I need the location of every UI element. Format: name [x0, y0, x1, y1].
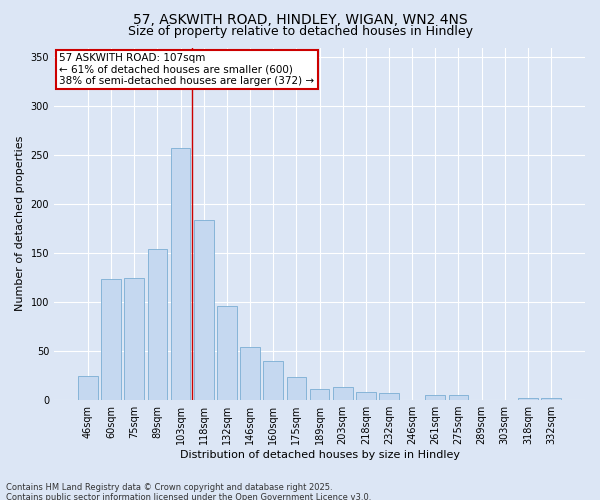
Bar: [171, 148, 190, 400]
Bar: [449, 395, 468, 400]
Bar: [78, 376, 98, 400]
Bar: [518, 398, 538, 400]
Bar: [310, 390, 329, 400]
Bar: [356, 392, 376, 400]
Bar: [148, 250, 167, 400]
Bar: [194, 220, 214, 400]
Text: Contains HM Land Registry data © Crown copyright and database right 2025.
Contai: Contains HM Land Registry data © Crown c…: [6, 482, 371, 500]
Bar: [541, 398, 561, 400]
Y-axis label: Number of detached properties: Number of detached properties: [15, 136, 25, 312]
Text: 57, ASKWITH ROAD, HINDLEY, WIGAN, WN2 4NS: 57, ASKWITH ROAD, HINDLEY, WIGAN, WN2 4N…: [133, 12, 467, 26]
Bar: [287, 376, 306, 400]
Bar: [425, 395, 445, 400]
Bar: [124, 278, 144, 400]
Bar: [101, 278, 121, 400]
Text: Size of property relative to detached houses in Hindley: Size of property relative to detached ho…: [128, 25, 473, 38]
Bar: [217, 306, 237, 400]
X-axis label: Distribution of detached houses by size in Hindley: Distribution of detached houses by size …: [179, 450, 460, 460]
Bar: [379, 393, 399, 400]
Text: 57 ASKWITH ROAD: 107sqm
← 61% of detached houses are smaller (600)
38% of semi-d: 57 ASKWITH ROAD: 107sqm ← 61% of detache…: [59, 53, 314, 86]
Bar: [240, 347, 260, 400]
Bar: [333, 388, 353, 400]
Bar: [263, 361, 283, 400]
